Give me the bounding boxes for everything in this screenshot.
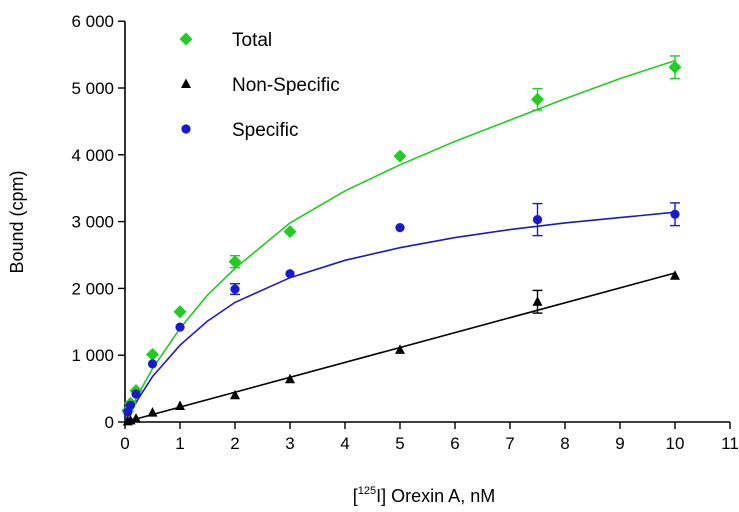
data-point-specific	[670, 209, 680, 219]
data-point-non-specific	[175, 400, 185, 410]
y-tick-label: 3 000	[71, 213, 114, 232]
data-point-specific	[532, 214, 543, 225]
data-point-non-specific	[131, 413, 141, 423]
data-point-total	[283, 225, 297, 239]
legend-marker-non-specific	[181, 78, 191, 88]
legend: Total Non-Specific Specific	[179, 30, 340, 141]
x-tick-label: 3	[285, 434, 294, 453]
data-point-specific	[147, 359, 158, 369]
fit-line-specific	[124, 211, 676, 423]
x-tick-label: 6	[450, 434, 459, 453]
data-point-non-specific	[147, 407, 158, 417]
data-point-total	[393, 149, 407, 163]
x-axis-label: [125I] Orexin A, nM	[353, 485, 495, 506]
x-tick-label: 0	[120, 434, 129, 453]
data-point-non-specific	[670, 270, 680, 280]
data-point-non-specific	[285, 373, 295, 384]
data-point-total	[173, 305, 187, 319]
y-tick-label: 0	[105, 413, 114, 432]
data-point-non-specific	[532, 296, 543, 306]
x-tick-label: 1	[175, 434, 184, 453]
y-tick-label: 6 000	[71, 12, 114, 31]
data-point-total	[146, 348, 159, 362]
x-tick-label: 9	[615, 434, 624, 453]
plot-axes: 0 1 2 3 4 5 6 7 8 9 10 11 0 1 000 2 000 3 000 4 000 5 000…	[71, 12, 738, 453]
x-tick-label: 4	[340, 434, 349, 453]
data-point-total	[531, 92, 544, 106]
y-tick-label: 1 000	[71, 346, 114, 365]
data-point-non-specific	[395, 344, 405, 354]
y-tick-label: 5 000	[71, 79, 114, 98]
data-points	[121, 60, 682, 426]
data-point-specific	[395, 223, 405, 233]
data-point-specific	[125, 400, 136, 410]
x-tick-label: 5	[395, 434, 404, 453]
legend-marker-specific	[181, 124, 191, 134]
legend-marker-total	[179, 32, 193, 46]
data-point-non-specific	[230, 389, 240, 400]
data-point-specific	[230, 284, 240, 294]
y-tick-label: 2 000	[71, 279, 114, 298]
legend-label-total: Total	[232, 30, 272, 51]
fit-curves	[124, 59, 676, 423]
data-point-specific	[131, 389, 141, 399]
y-tick-label: 4 000	[71, 146, 114, 165]
data-point-specific	[285, 269, 295, 279]
x-tick-label: 8	[560, 434, 569, 453]
data-point-total	[668, 60, 682, 74]
x-tick-label: 11	[721, 434, 739, 453]
legend-label-non-specific: Non-Specific	[232, 75, 340, 96]
data-point-total	[228, 255, 242, 269]
x-tick-label: 7	[505, 434, 514, 453]
y-axis-label: Bound (cpm)	[7, 170, 27, 273]
data-point-specific	[175, 322, 185, 332]
x-tick-label: 10	[666, 434, 685, 453]
legend-label-specific: Specific	[232, 120, 299, 141]
fit-line-total	[124, 59, 676, 423]
x-tick-label: 2	[230, 434, 239, 453]
